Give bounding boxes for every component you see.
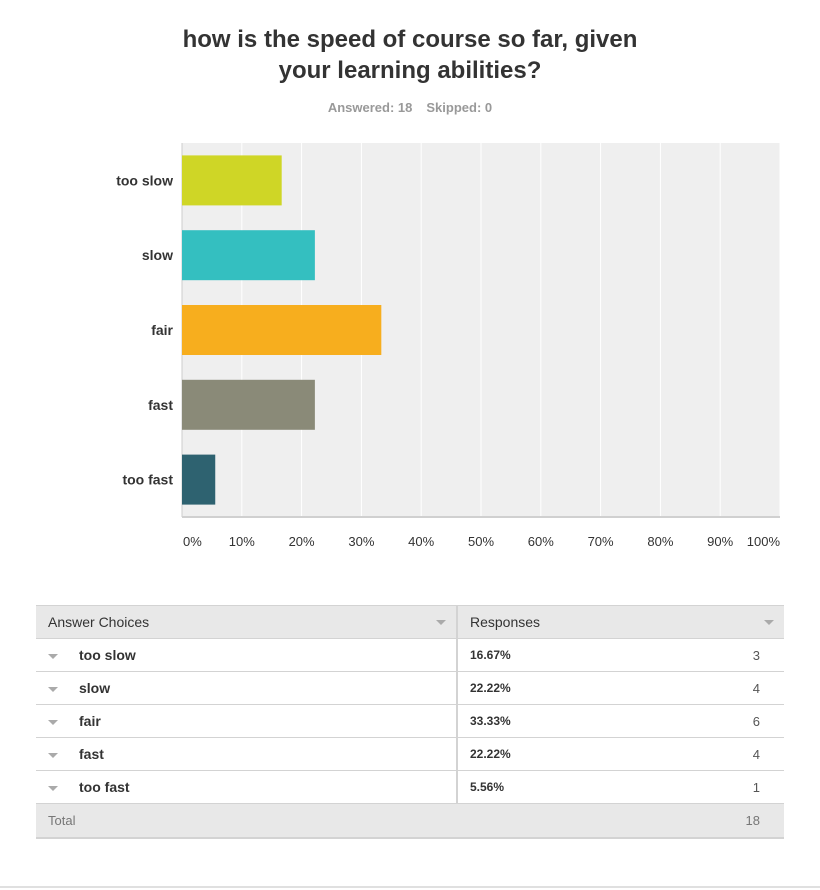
- table-row: too slow 16.67% 3: [36, 638, 784, 672]
- expand-caret-icon[interactable]: [48, 753, 58, 758]
- bar-fair: [182, 305, 382, 355]
- response-count: 4: [752, 747, 760, 762]
- category-label: too fast: [122, 472, 173, 488]
- response-count: 4: [752, 681, 760, 696]
- category-label: too slow: [116, 172, 173, 188]
- bar-slow: [182, 230, 315, 281]
- response-percent: 33.33%: [470, 714, 511, 728]
- response-count: 1: [752, 780, 760, 795]
- expand-caret-icon[interactable]: [48, 687, 58, 692]
- answer-choice-label: too slow: [79, 647, 136, 663]
- bar-too-slow: [182, 155, 282, 206]
- sort-caret-icon[interactable]: [764, 620, 774, 625]
- response-stats: Answered: 18 Skipped: 0: [0, 100, 820, 115]
- total-label: Total: [36, 803, 457, 839]
- category-label: fast: [148, 397, 173, 413]
- x-tick-label: 20%: [289, 534, 315, 549]
- category-label: fair: [151, 322, 173, 338]
- response-cell: 22.22% 4: [457, 737, 784, 771]
- x-tick-label: 90%: [707, 534, 733, 549]
- bar-too-fast: [182, 454, 216, 505]
- x-tick-label: 100%: [747, 534, 781, 549]
- title-line-1: how is the speed of course so far, given: [182, 26, 638, 53]
- answer-choice-label: slow: [79, 680, 111, 696]
- answer-choice-label: fair: [79, 713, 101, 729]
- table-row: fast 22.22% 4: [36, 737, 784, 771]
- bottom-divider: [0, 886, 820, 888]
- bar-chart: too slow slow fair fast too fast 0% 10% 20% 30% 4…: [116, 143, 781, 549]
- response-count: 3: [752, 648, 760, 663]
- answer-choice-cell: fair: [36, 704, 458, 738]
- sort-caret-icon[interactable]: [436, 620, 446, 625]
- answer-choices-header[interactable]: Answer Choices: [36, 605, 458, 639]
- x-tick-label: 40%: [408, 534, 434, 549]
- expand-caret-icon[interactable]: [48, 654, 58, 659]
- x-tick-label: 80%: [647, 534, 673, 549]
- total-row: Total 18: [36, 803, 784, 839]
- answer-choice-cell: too fast: [36, 770, 458, 804]
- x-tick-label: 70%: [588, 534, 614, 549]
- table-row: slow 22.22% 4: [36, 671, 784, 705]
- title-line-2: your learning abilities?: [278, 57, 542, 84]
- x-tick-label: 0%: [183, 534, 202, 549]
- answer-choice-cell: fast: [36, 737, 458, 771]
- table-header-row: Answer Choices Responses: [36, 605, 784, 639]
- table-row: too fast 5.56% 1: [36, 770, 784, 804]
- answer-choice-label: too fast: [79, 779, 130, 795]
- category-label: slow: [142, 247, 173, 263]
- answer-choice-cell: slow: [36, 671, 458, 705]
- response-count: 6: [752, 714, 760, 729]
- expand-caret-icon[interactable]: [48, 720, 58, 725]
- response-percent: 5.56%: [470, 780, 505, 794]
- responses-table: Answer Choices Responses too slow 16.67% 3…: [36, 605, 784, 839]
- response-percent: 22.22%: [470, 747, 511, 761]
- answer-choice-cell: too slow: [36, 638, 458, 672]
- x-tick-label: 30%: [348, 534, 374, 549]
- x-tick-label: 10%: [229, 534, 255, 549]
- expand-caret-icon[interactable]: [48, 786, 58, 791]
- response-cell: 22.22% 4: [457, 671, 784, 705]
- answer-choice-label: fast: [79, 746, 104, 762]
- table-row: fair 33.33% 6: [36, 704, 784, 738]
- response-percent: 16.67%: [470, 648, 511, 662]
- skipped-count: Skipped: 0: [426, 100, 493, 115]
- responses-header[interactable]: Responses: [457, 605, 784, 639]
- answered-count: Answered: 18: [327, 100, 413, 115]
- total-value: 18: [457, 803, 784, 839]
- chart-title: how is the speed of course so far, given…: [150, 24, 670, 86]
- response-cell: 5.56% 1: [457, 770, 784, 804]
- response-cell: 33.33% 6: [457, 704, 784, 738]
- x-tick-label: 50%: [468, 534, 494, 549]
- response-percent: 22.22%: [470, 681, 511, 695]
- bar-fast: [182, 379, 315, 430]
- x-tick-label: 60%: [528, 534, 554, 549]
- response-cell: 16.67% 3: [457, 638, 784, 672]
